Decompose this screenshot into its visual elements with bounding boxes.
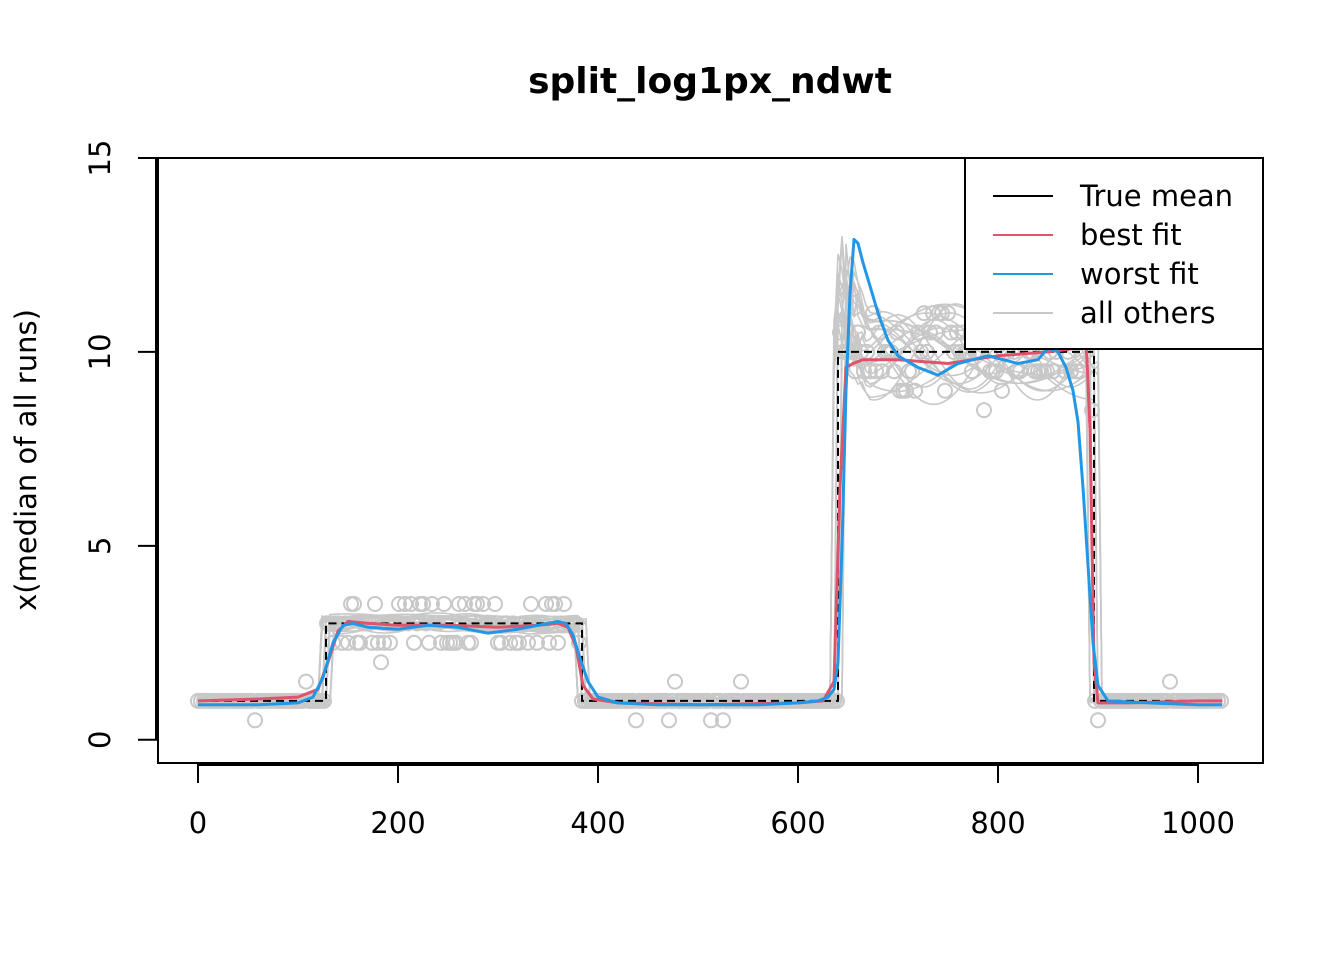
observation-point: [550, 634, 566, 651]
legend-label: all others: [1080, 296, 1215, 330]
observation-point: [415, 596, 431, 612]
observation-point: [469, 596, 485, 612]
observation-point: [547, 596, 563, 612]
observation-point: [628, 712, 644, 729]
y-axis-label: x(median of all runs): [9, 309, 43, 611]
observation-point: [862, 363, 878, 380]
observation-point: [247, 712, 263, 729]
observation-point: [520, 634, 536, 651]
observation-point: [850, 324, 866, 341]
observation-point: [733, 673, 749, 690]
y-tick-label: 0: [83, 731, 117, 749]
observation-point: [934, 305, 950, 322]
axes: 0 200 400 600 800 1000 0 5 10 15: [83, 140, 1264, 840]
observation-point: [367, 596, 383, 612]
worst-fit-line: [198, 237, 1222, 707]
observation-point: [403, 596, 419, 612]
true-mean-line: [198, 350, 1222, 702]
observation-point: [907, 382, 923, 399]
observation-point: [937, 382, 953, 399]
observation-point: [511, 634, 527, 651]
observation-point: [874, 363, 890, 380]
observation-point: [1162, 673, 1178, 690]
x-tick-label: 800: [970, 806, 1025, 840]
observation-point: [382, 634, 398, 651]
observation-point: [364, 634, 380, 651]
observation-point: [976, 402, 992, 419]
legend-label: True mean: [1079, 179, 1233, 213]
observation-point: [715, 712, 731, 729]
observation-point: [391, 596, 407, 612]
observation-point: [703, 712, 719, 729]
observation-point: [406, 634, 422, 651]
x-tick-label: 200: [370, 806, 425, 840]
observation-point: [538, 596, 554, 612]
observation-point: [523, 596, 539, 612]
observation-point: [943, 324, 959, 341]
observation-point: [457, 596, 473, 612]
y-tick-label: 5: [83, 537, 117, 555]
observation-point: [421, 634, 437, 651]
observation-point: [889, 324, 905, 341]
observation-point: [1039, 363, 1055, 380]
observation-point: [910, 324, 926, 341]
observation-point: [529, 634, 545, 651]
legend-label: best fit: [1080, 218, 1182, 252]
observation-point: [994, 382, 1010, 399]
observation-point: [556, 596, 572, 612]
legend-box: [964, 157, 1264, 350]
observation-point: [1045, 363, 1061, 380]
observation-point: [340, 634, 356, 651]
x-tick-label: 400: [570, 806, 625, 840]
observation-point: [475, 596, 491, 612]
observation-point: [454, 615, 470, 632]
observation-point: [1063, 363, 1079, 380]
observation-point: [661, 712, 677, 729]
x-tick-label: 600: [770, 806, 825, 840]
observation-point: [940, 305, 956, 322]
observation-point: [913, 343, 929, 360]
all-others-curve: [198, 293, 1223, 705]
observation-point: [502, 634, 518, 651]
legend-label: worst fit: [1080, 257, 1199, 291]
observation-point: [463, 634, 479, 651]
observation-point: [922, 324, 938, 341]
observation-point: [424, 596, 440, 612]
observation-point: [430, 615, 446, 632]
plot-frame: [157, 157, 1264, 764]
legend: True mean best fit worst fit all others: [964, 157, 1264, 350]
observation-point: [667, 673, 683, 690]
observation-point: [898, 382, 914, 399]
observation-point: [346, 596, 362, 612]
y-tick-label: 15: [83, 140, 117, 177]
observation-point: [964, 363, 980, 380]
observation-point: [868, 363, 884, 380]
observation-point: [487, 596, 503, 612]
observation-point: [352, 634, 368, 651]
all-others-curve: [197, 307, 1222, 704]
observation-point: [856, 363, 872, 380]
x-tick-label: 0: [189, 806, 207, 840]
observation-point: [1090, 712, 1106, 729]
observation-point: [298, 673, 314, 690]
chart-title: split_log1px_ndwt: [528, 61, 892, 102]
y-tick-label: 10: [83, 333, 117, 370]
observation-point: [865, 305, 881, 322]
observation-point: [376, 634, 392, 651]
observation-point: [541, 634, 557, 651]
x-tick-label: 1000: [1161, 806, 1235, 840]
observation-point: [373, 654, 389, 671]
observation-point: [988, 363, 1004, 380]
observation-point: [1084, 402, 1100, 419]
observation-point: [370, 634, 386, 651]
